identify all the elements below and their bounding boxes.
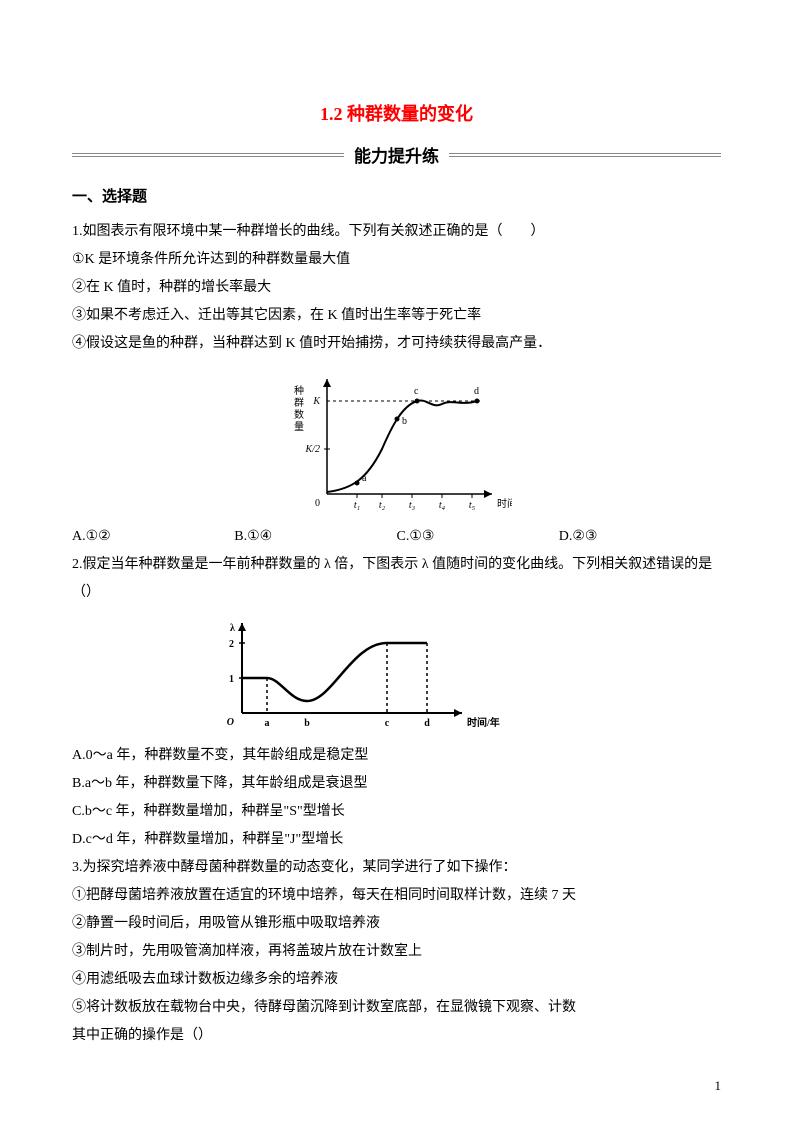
svg-text:c: c <box>414 386 419 397</box>
svg-text:b: b <box>304 718 310 729</box>
rule-left <box>72 153 344 157</box>
q1-statement-3: ③如果不考虑迁入、迁出等其它因素，在 K 值时出生率等于死亡率 <box>72 302 721 330</box>
svg-text:t₂: t₂ <box>378 500 385 511</box>
q1-opt-d: D.②③ <box>559 523 721 551</box>
svg-text:1: 1 <box>229 674 234 685</box>
q2-opt-d: D.c～d 年，种群数量增加，种群呈"J"型增长 <box>72 826 721 854</box>
page: 1.2 种群数量的变化 能力提升练 一、选择题 1.如图表示有限环境中某一种群增… <box>0 0 793 1122</box>
q1-chart: K K/2 种 群 数 量 0 t₁ t₂ t₃ t₄ t₅ <box>72 364 721 519</box>
doc-title: 1.2 种群数量的变化 <box>72 100 721 126</box>
svg-text:t₅: t₅ <box>468 500 475 511</box>
svg-text:数: 数 <box>294 408 304 421</box>
svg-text:c: c <box>385 718 390 729</box>
q1-opt-a: A.①② <box>72 523 234 551</box>
q3-statement-3: ③制片时，先用吸管滴加样液，再将盖玻片放在计数室上 <box>72 938 721 966</box>
q1-statement-4: ④假设这是鱼的种群，当种群达到 K 值时开始捕捞，才可持续获得最高产量． <box>72 330 721 358</box>
q3-stem: 3.为探究培养液中酵母菌种群数量的动态变化，某同学进行了如下操作： <box>72 854 721 882</box>
q2-chart: 1 2 λ O a b c d 时间/年 <box>72 613 721 738</box>
q2-opt-a: A.0～a 年，种群数量不变，其年龄组成是稳定型 <box>72 742 721 770</box>
svg-text:d: d <box>474 386 479 397</box>
q2-opt-b: B.a～b 年，种群数量下降，其年龄组成是衰退型 <box>72 770 721 798</box>
q3-statement-4: ④用滤纸吸去血球计数板边缘多余的培养液 <box>72 966 721 994</box>
q1-options: A.①② B.①④ C.①③ D.②③ <box>72 523 721 551</box>
q2-opt-c: C.b～c 年，种群数量增加，种群呈"S"型增长 <box>72 798 721 826</box>
section-heading: 一、选择题 <box>72 185 721 206</box>
svg-text:K/2: K/2 <box>304 444 319 455</box>
svg-text:0: 0 <box>315 498 320 509</box>
q1-statement-1: ①K 是环境条件所允许达到的种群数量最大值 <box>72 246 721 274</box>
subtitle-row: 能力提升练 <box>72 142 721 167</box>
svg-text:λ: λ <box>230 623 235 634</box>
q2-stem: 2.假定当年种群数量是一年前种群数量的 λ 倍，下图表示 λ 值随时间的变化曲线… <box>72 551 721 607</box>
svg-text:时间: 时间 <box>497 497 512 510</box>
svg-text:量: 量 <box>294 421 304 433</box>
q3-statement-1: ①把酵母菌培养液放置在适宜的环境中培养，每天在相同时间取样计数，连续 7 天 <box>72 882 721 910</box>
page-number: 1 <box>715 1078 722 1094</box>
rule-right <box>449 153 721 157</box>
q3-statement-6: 其中正确的操作是（） <box>72 1022 721 1050</box>
svg-text:K: K <box>312 396 321 407</box>
q1-statement-2: ②在 K 值时，种群的增长率最大 <box>72 274 721 302</box>
svg-text:b: b <box>402 416 407 427</box>
svg-text:d: d <box>424 718 430 729</box>
svg-text:种: 种 <box>294 384 304 397</box>
q1-opt-b: B.①④ <box>234 523 396 551</box>
svg-text:t₃: t₃ <box>408 500 415 511</box>
svg-text:a: a <box>362 473 367 484</box>
svg-text:O: O <box>227 717 234 728</box>
q3-statement-2: ②静置一段时间后，用吸管从锥形瓶中吸取培养液 <box>72 910 721 938</box>
q1-opt-c: C.①③ <box>397 523 559 551</box>
svg-text:群: 群 <box>294 396 304 409</box>
svg-text:t₄: t₄ <box>438 500 445 511</box>
svg-text:t₁: t₁ <box>353 500 359 511</box>
svg-text:时间/年: 时间/年 <box>467 716 500 729</box>
doc-subtitle: 能力提升练 <box>344 142 449 167</box>
q3-statement-5: ⑤将计数板放在载物台中央，待酵母菌沉降到计数室底部，在显微镜下观察、计数 <box>72 994 721 1022</box>
q1-stem: 1.如图表示有限环境中某一种群增长的曲线。下列有关叙述正确的是（ ） <box>72 218 721 246</box>
svg-text:2: 2 <box>229 639 234 650</box>
svg-text:a: a <box>265 718 270 729</box>
